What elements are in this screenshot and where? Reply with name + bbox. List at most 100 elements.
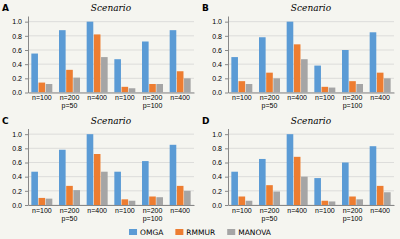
- bar: [122, 87, 129, 93]
- x-tick: n=400: [87, 94, 107, 101]
- x-tick: n=100: [115, 207, 135, 214]
- x-tick-label: n=400: [287, 207, 307, 214]
- y-tick-mark: [225, 22, 228, 23]
- y-tick: 1.0: [212, 18, 228, 25]
- title: Scenario: [91, 116, 132, 126]
- y-axis: 0.0 0.2 0.4 0.6 0.8 1.0: [212, 17, 228, 97]
- panel: 0.00.20.40.60.81.0n=100n=200p=50n=400n=1…: [202, 3, 395, 110]
- bar: [287, 134, 294, 205]
- bar: [31, 54, 38, 93]
- y-axis: 0.00.20.40.60.81.0: [212, 129, 228, 209]
- y-tick: 0.0: [12, 89, 28, 96]
- bar: [294, 157, 301, 205]
- y-tick-label: 0.6: [212, 159, 222, 166]
- y-tick-label: 0.6: [12, 159, 22, 166]
- bar: [231, 172, 238, 205]
- y-tick: 1.0: [212, 131, 228, 138]
- y-tick: 0.8: [212, 33, 228, 40]
- bar: [114, 172, 121, 205]
- bar: [46, 84, 53, 93]
- y-axis: 0.00.20.40.60.81.0: [12, 129, 28, 209]
- grid-line: [228, 64, 394, 65]
- bar: [59, 30, 66, 92]
- x-axis-line: [229, 205, 395, 206]
- x-tick-label: n=200p=100: [143, 207, 163, 223]
- y-tick-label: 0.0: [12, 89, 22, 96]
- y-tick-label: 1.0: [12, 131, 22, 138]
- y-tick-mark: [25, 93, 28, 94]
- bar: [87, 22, 94, 93]
- bar: [349, 197, 356, 206]
- x-tick-label: n=400: [170, 94, 190, 101]
- legend-swatch: [129, 229, 137, 235]
- y-tick-label: 0.8: [212, 33, 222, 40]
- bar: [377, 186, 384, 205]
- x-tick: n=100: [232, 207, 252, 214]
- x-tick: n=200p=100: [143, 207, 163, 223]
- x-tick-label: n=100: [115, 207, 135, 214]
- y-tick-label: 0.4: [12, 61, 22, 68]
- panel: 0.00.20.40.60.81.0n=100n=200p=50n=400n=1…: [2, 116, 195, 223]
- x-tick-label: n=400: [170, 207, 190, 214]
- bar: [170, 30, 177, 92]
- grid-line: [28, 50, 194, 51]
- y-axis-line: [28, 17, 29, 94]
- y-tick: 0.8: [212, 145, 228, 152]
- y-tick: 0.4: [12, 173, 28, 180]
- x-tick-label: n=200p=50: [260, 94, 280, 110]
- y-tick-mark: [25, 163, 28, 164]
- y-tick: 0.6: [212, 47, 228, 54]
- bar: [170, 145, 177, 205]
- x-tick: n=200p=100: [143, 94, 163, 110]
- bars: [31, 134, 190, 205]
- x-tick: n=400: [370, 207, 390, 214]
- grid-line: [28, 21, 194, 22]
- x-axis-line: [29, 205, 195, 206]
- y-tick: 0.8: [12, 145, 28, 152]
- bar: [239, 81, 246, 92]
- chart-root: 0.0 0.2 0.4 0.6 0.8 1.0 n=100 n=200p=50 n=400 n=1…: [0, 0, 400, 239]
- y-tick-mark: [25, 134, 28, 135]
- y-tick-mark: [225, 78, 228, 79]
- y-tick-label: 0.0: [12, 202, 22, 209]
- legend-item: OMGA: [129, 228, 164, 237]
- y-tick-label: 1.0: [12, 18, 22, 25]
- bar: [266, 73, 273, 93]
- bar: [129, 201, 136, 205]
- bar: [66, 70, 73, 93]
- y-axis-line: [228, 17, 229, 94]
- x-tick-label: n=400: [370, 207, 390, 214]
- y-tick: 0.2: [212, 75, 228, 82]
- bar: [266, 185, 273, 205]
- title: Scenario: [291, 3, 332, 13]
- legend-item: RMMUR: [175, 228, 215, 237]
- y-tick-label: 0.0: [212, 89, 222, 96]
- bar: [246, 201, 253, 205]
- grid-line: [28, 176, 194, 177]
- x-tick-label: n=200p=100: [343, 94, 363, 110]
- bar: [301, 59, 308, 92]
- bar: [156, 197, 163, 205]
- bar: [177, 186, 184, 205]
- y-tick: 0.4: [212, 61, 228, 68]
- y-tick: 0.6: [212, 159, 228, 166]
- bar: [356, 84, 363, 93]
- grid-line: [28, 148, 194, 149]
- y-tick-mark: [225, 148, 228, 149]
- bar: [314, 178, 321, 205]
- panel-label: C: [2, 116, 9, 126]
- title: Scenario: [291, 116, 332, 126]
- bar: [287, 22, 294, 93]
- grid-line: [28, 134, 194, 135]
- grid-line: [228, 190, 394, 191]
- x-axis-line: [229, 93, 395, 94]
- x-tick-label: n=100: [315, 94, 335, 101]
- y-tick-label: 1.0: [212, 18, 222, 25]
- x-tick: n=200p=100: [343, 94, 363, 110]
- x-tick-label: n=100: [115, 94, 135, 101]
- y-tick-mark: [225, 93, 228, 94]
- bar: [177, 71, 184, 92]
- y-tick-mark: [25, 36, 28, 37]
- bar: [384, 78, 391, 92]
- x-tick-label: n=200p=50: [60, 94, 80, 110]
